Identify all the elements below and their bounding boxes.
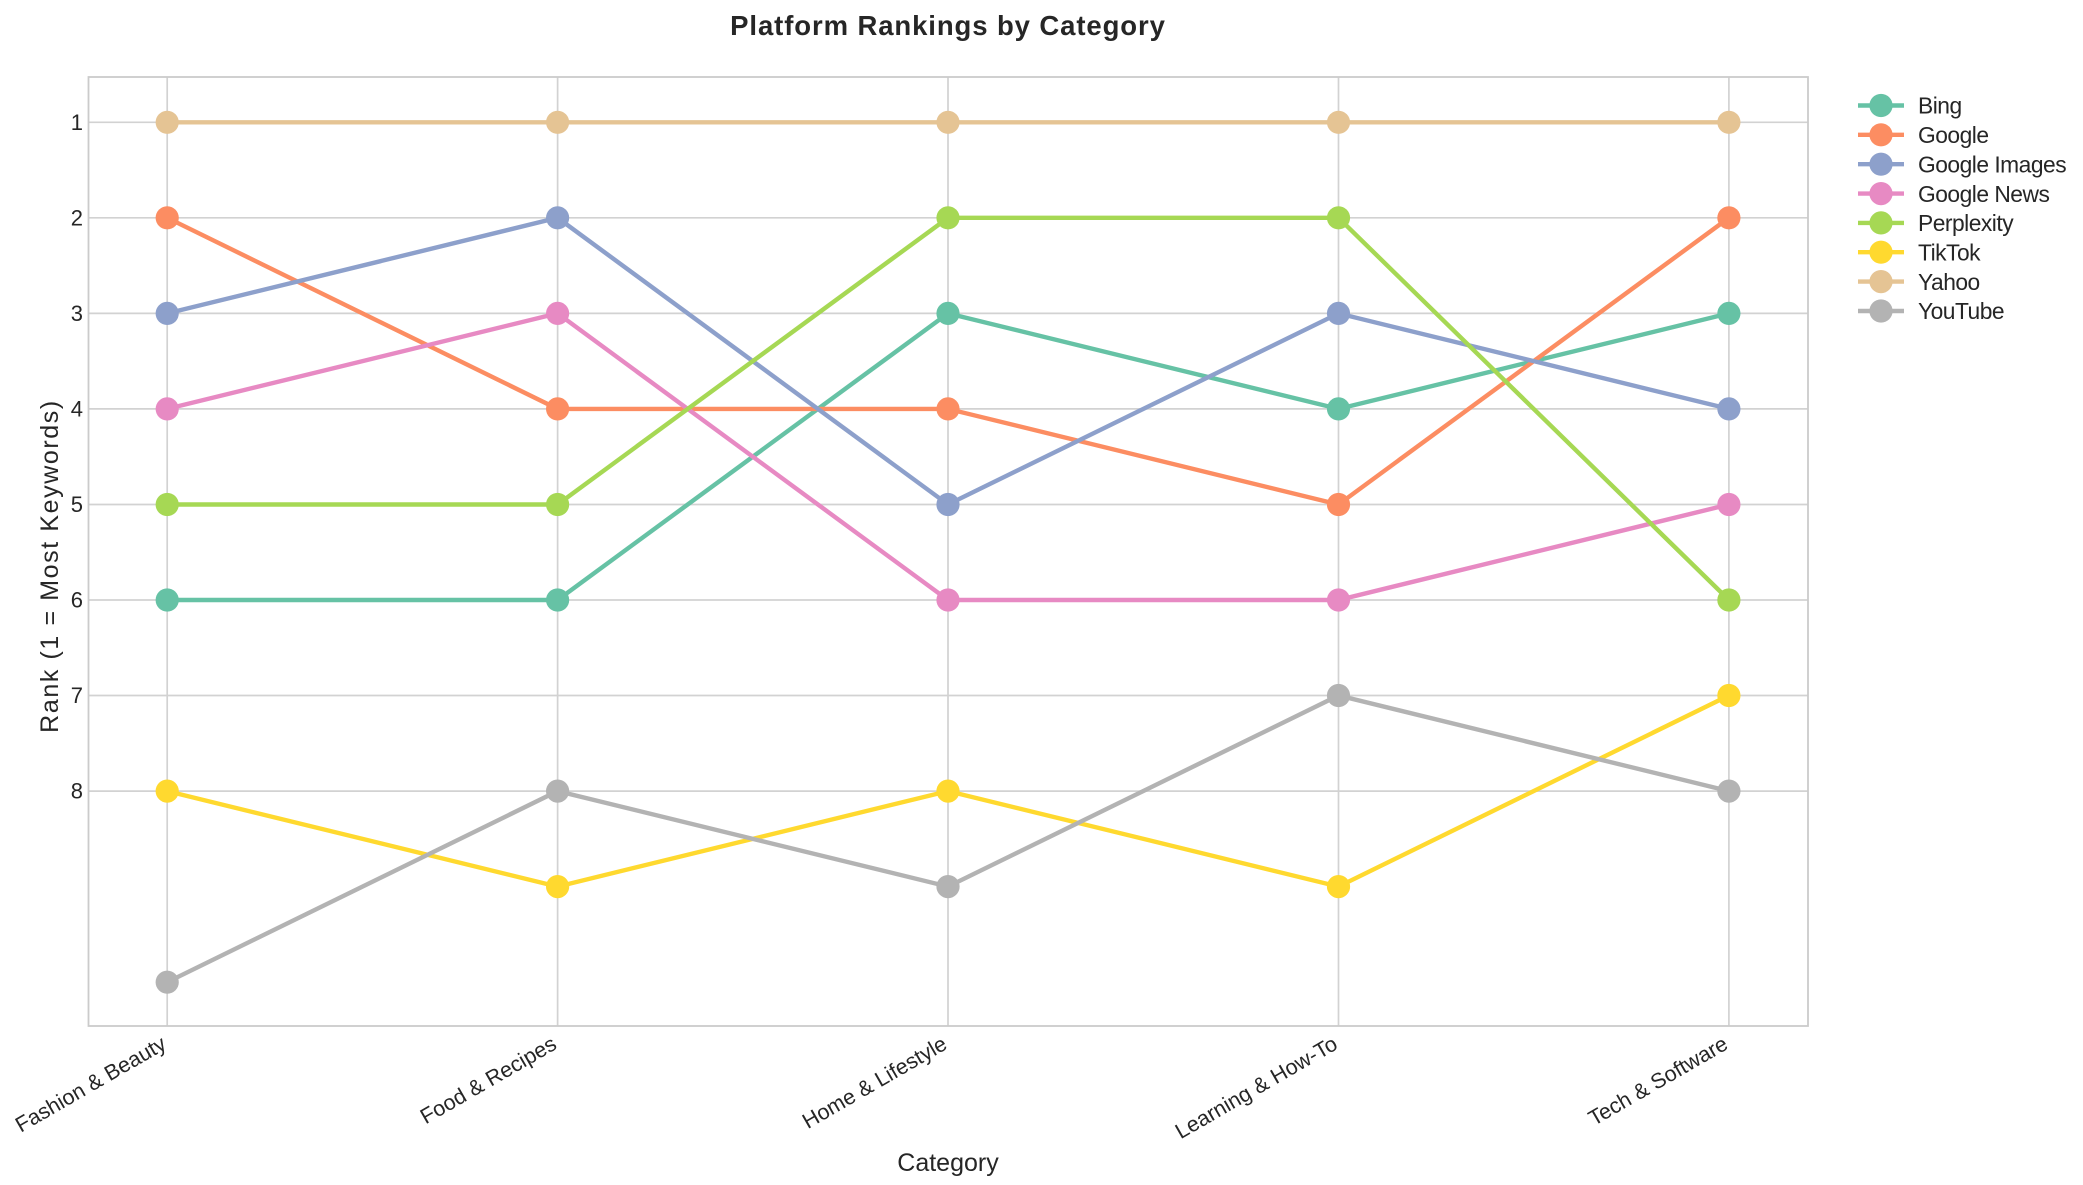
svg-text:Google Images: Google Images bbox=[1918, 151, 2066, 177]
svg-text:Platform Rankings by Category: Platform Rankings by Category bbox=[730, 10, 1166, 41]
svg-text:YouTube: YouTube bbox=[1918, 298, 2004, 324]
svg-text:1: 1 bbox=[71, 110, 83, 135]
svg-text:TikTok: TikTok bbox=[1918, 239, 1981, 265]
svg-text:5: 5 bbox=[71, 492, 83, 517]
svg-text:Yahoo: Yahoo bbox=[1918, 269, 1980, 295]
svg-text:3: 3 bbox=[71, 301, 83, 326]
svg-text:8: 8 bbox=[71, 779, 83, 804]
svg-text:6: 6 bbox=[71, 588, 83, 613]
svg-text:7: 7 bbox=[71, 683, 83, 708]
svg-text:2: 2 bbox=[71, 205, 83, 230]
svg-text:Rank (1 = Most Keywords): Rank (1 = Most Keywords) bbox=[36, 399, 64, 733]
svg-text:Bing: Bing bbox=[1918, 93, 1962, 119]
svg-text:Perplexity: Perplexity bbox=[1918, 210, 2014, 236]
svg-text:Google News: Google News bbox=[1918, 181, 2049, 207]
svg-text:Category: Category bbox=[897, 1149, 999, 1177]
svg-text:4: 4 bbox=[71, 396, 83, 421]
svg-text:Google: Google bbox=[1918, 122, 1989, 148]
